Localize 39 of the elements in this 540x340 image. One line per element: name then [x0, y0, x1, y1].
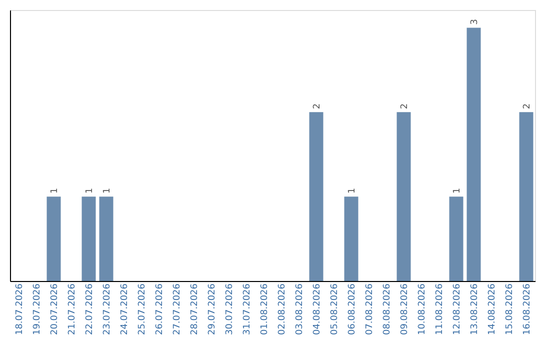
x-tick-label: 31.07.2026: [242, 283, 252, 336]
data-label: 2: [312, 103, 322, 110]
x-tick-label: 05.08.2026: [330, 283, 340, 336]
data-label: 1: [347, 188, 358, 194]
x-tick-label: 18.07.2026: [14, 283, 25, 336]
x-tick-label: 03.08.2026: [294, 283, 305, 336]
data-label: 2: [522, 103, 532, 110]
x-tick-label: 07.08.2026: [364, 283, 375, 336]
x-tick-label: 20.07.2026: [50, 283, 60, 336]
x-tick-label: 28.07.2026: [190, 283, 200, 336]
data-label: 1: [50, 188, 60, 194]
x-tick-label: 12.08.2026: [452, 283, 462, 336]
x-tick-label: 29.07.2026: [207, 283, 218, 336]
x-tick-label: 14.08.2026: [487, 283, 498, 336]
x-tick-label: 26.07.2026: [154, 283, 165, 336]
x-tick-label: 30.07.2026: [224, 283, 235, 336]
x-tick-label: 15.08.2026: [504, 283, 515, 336]
data-label: 2: [400, 103, 410, 110]
x-tick-label: 09.08.2026: [400, 283, 410, 336]
x-tick-label: 22.07.2026: [84, 283, 95, 336]
data-label: 1: [84, 188, 95, 194]
x-tick-label: 11.08.2026: [434, 283, 445, 336]
x-tick-label: 27.07.2026: [172, 283, 182, 336]
x-tick-label: 19.07.2026: [32, 283, 42, 336]
x-tick-label: 04.08.2026: [312, 283, 322, 336]
x-tick-label: 13.08.2026: [470, 283, 480, 336]
data-label: 3: [470, 18, 480, 25]
x-tick-label: 08.08.2026: [382, 283, 392, 336]
data-label: 1: [102, 188, 112, 194]
x-tick-label: 10.08.2026: [417, 283, 428, 336]
x-tick-label: 21.07.2026: [67, 283, 78, 336]
data-label: 1: [452, 188, 462, 194]
x-tick-label: 16.08.2026: [522, 283, 532, 336]
x-tick-label: 25.07.2026: [137, 283, 148, 336]
x-tick-label: 06.08.2026: [347, 283, 358, 336]
x-tick-label: 02.08.2026: [277, 283, 288, 336]
x-tick-label: 23.07.2026: [102, 283, 112, 336]
x-tick-label: 24.07.2026: [120, 283, 130, 336]
x-tick-label: 01.08.2026: [260, 283, 270, 336]
